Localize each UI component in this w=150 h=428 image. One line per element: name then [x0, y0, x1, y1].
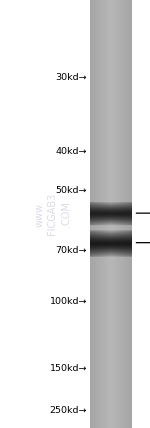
Text: 100kd→: 100kd→	[50, 297, 87, 306]
Text: 50kd→: 50kd→	[56, 186, 87, 195]
Text: 40kd→: 40kd→	[56, 147, 87, 157]
Text: 70kd→: 70kd→	[56, 246, 87, 255]
Text: www.
FICGAB3
.COM: www. FICGAB3 .COM	[34, 193, 71, 235]
Text: 30kd→: 30kd→	[55, 72, 87, 82]
Text: 250kd→: 250kd→	[50, 406, 87, 416]
Text: 150kd→: 150kd→	[50, 363, 87, 373]
